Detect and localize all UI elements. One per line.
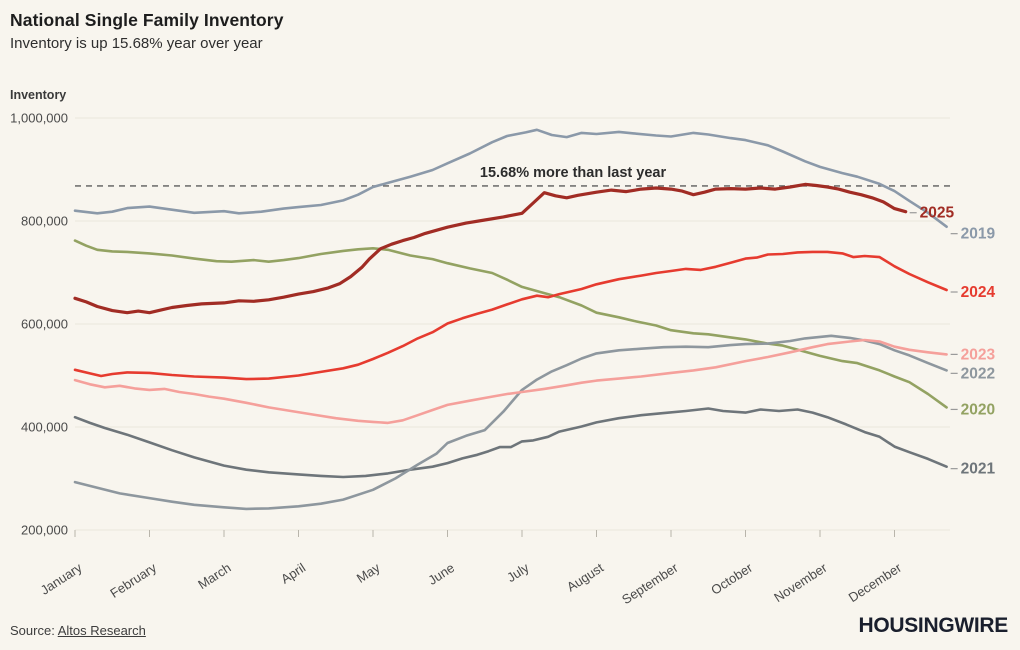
- series-lines: [73, 128, 948, 511]
- source-prefix: Source:: [10, 623, 58, 638]
- y-axis-tick-labels: 1,000,000 800,000 600,000 400,000 200,000: [10, 111, 68, 538]
- series-label-2019: 2019: [961, 226, 996, 243]
- y-tick-label: 200,000: [21, 523, 68, 538]
- page-title: National Single Family Inventory: [10, 10, 284, 30]
- series-line-2024[interactable]: [73, 250, 948, 381]
- y-tick-label: 600,000: [21, 317, 68, 332]
- x-axis-tick-labels: January February March April May June July Augu…: [38, 530, 905, 607]
- y-axis-title: Inventory: [10, 88, 67, 102]
- housingwire-logo: HOUSINGWIRE: [858, 614, 1008, 637]
- series-end-labels: 2019 2020 2021 2022 2023 2024 2025: [909, 205, 996, 478]
- series-label-2022: 2022: [961, 365, 995, 382]
- y-tick-label: 800,000: [21, 214, 68, 229]
- series-label-2025: 2025: [920, 205, 955, 222]
- x-tick-label: October: [708, 560, 756, 598]
- series-line-2020[interactable]: [73, 239, 948, 409]
- y-tick-label: 400,000: [21, 420, 68, 435]
- series-label-2021: 2021: [961, 461, 996, 478]
- x-tick-label: June: [425, 560, 457, 588]
- series-line-2022[interactable]: [73, 334, 948, 511]
- x-tick-label: February: [107, 560, 159, 601]
- series-line-2025[interactable]: [73, 182, 908, 315]
- series-label-2024: 2024: [961, 284, 996, 301]
- gridlines: [75, 117, 950, 531]
- x-tick-label: May: [354, 560, 383, 586]
- chart-footer: Source: Altos Research HOUSINGWIRE: [0, 614, 1020, 638]
- chart-header: National Single Family Inventory Invento…: [10, 10, 284, 52]
- source-link[interactable]: Altos Research: [57, 623, 146, 638]
- x-tick-label: July: [504, 560, 532, 585]
- x-tick-label: March: [195, 560, 233, 592]
- series-label-2023: 2023: [961, 346, 996, 363]
- annotation-text: 15.68% more than last year: [480, 165, 667, 181]
- page-subtitle: Inventory is up 15.68% year over year: [10, 35, 263, 52]
- series-line-2021[interactable]: [73, 407, 948, 479]
- y-tick-label: 1,000,000: [10, 111, 68, 126]
- x-tick-label: April: [278, 560, 308, 587]
- series-line-2023[interactable]: [73, 338, 948, 425]
- x-tick-label: November: [771, 560, 830, 606]
- x-tick-label: January: [38, 560, 85, 598]
- x-tick-label: December: [846, 560, 905, 606]
- x-tick-label: September: [619, 560, 681, 608]
- series-label-2020: 2020: [961, 401, 995, 418]
- x-tick-label: August: [564, 560, 606, 595]
- source-note: Source: Altos Research: [10, 623, 146, 638]
- series-line-2019[interactable]: [73, 128, 948, 228]
